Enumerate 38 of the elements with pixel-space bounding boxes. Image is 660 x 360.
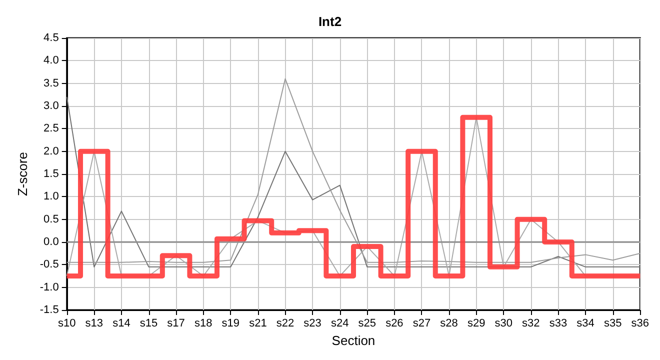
x-tick-label: s24 bbox=[330, 318, 349, 330]
x-tick-label: s26 bbox=[386, 318, 404, 330]
x-tick-label: s19 bbox=[222, 318, 240, 330]
y-tick-label: 2.5 bbox=[44, 122, 59, 135]
x-tick-label: s18 bbox=[194, 318, 212, 330]
x-tick-label: s22 bbox=[276, 318, 294, 330]
x-tick-label: s25 bbox=[358, 318, 376, 330]
y-tick-label: 1.0 bbox=[44, 190, 59, 203]
y-tick-label: -0.5 bbox=[40, 258, 59, 271]
y-tick-label: 3.5 bbox=[44, 77, 59, 90]
x-tick-label: s21 bbox=[249, 318, 267, 330]
x-tick-label: s15 bbox=[140, 318, 158, 330]
y-tick-label: 4.5 bbox=[44, 32, 59, 44]
chart-title: Int2 bbox=[318, 14, 342, 29]
x-tick-label: s36 bbox=[631, 318, 650, 330]
y-tick-label: 3.0 bbox=[44, 100, 59, 112]
x-tick-label: s30 bbox=[494, 318, 513, 330]
y-tick-label: -1.5 bbox=[40, 304, 59, 316]
x-tick-label: s14 bbox=[112, 318, 130, 330]
y-axis-title: Z-score bbox=[15, 152, 30, 196]
x-tick-label: s13 bbox=[85, 318, 104, 330]
x-tick-label: s35 bbox=[604, 318, 622, 330]
x-tick-label: s27 bbox=[412, 318, 431, 330]
y-tick-label: 4.0 bbox=[44, 54, 59, 67]
x-tick-label: s28 bbox=[440, 318, 458, 330]
x-tick-label: s34 bbox=[576, 318, 594, 330]
x-tick-label: s10 bbox=[58, 318, 76, 330]
x-tick-label: s29 bbox=[467, 318, 486, 330]
y-tick-label: 0.5 bbox=[44, 213, 59, 226]
x-axis-title: Section bbox=[332, 332, 376, 348]
y-tick-label: 1.5 bbox=[44, 168, 59, 180]
x-tick-label: s33 bbox=[549, 318, 568, 330]
x-tick-label: s23 bbox=[304, 318, 322, 330]
x-tick-label: s17 bbox=[167, 318, 185, 330]
y-tick-label: -1.0 bbox=[40, 281, 59, 294]
y-tick-label: 0.0 bbox=[44, 236, 59, 248]
y-tick-label: 2.0 bbox=[44, 145, 59, 158]
x-tick-label: s32 bbox=[522, 318, 540, 330]
